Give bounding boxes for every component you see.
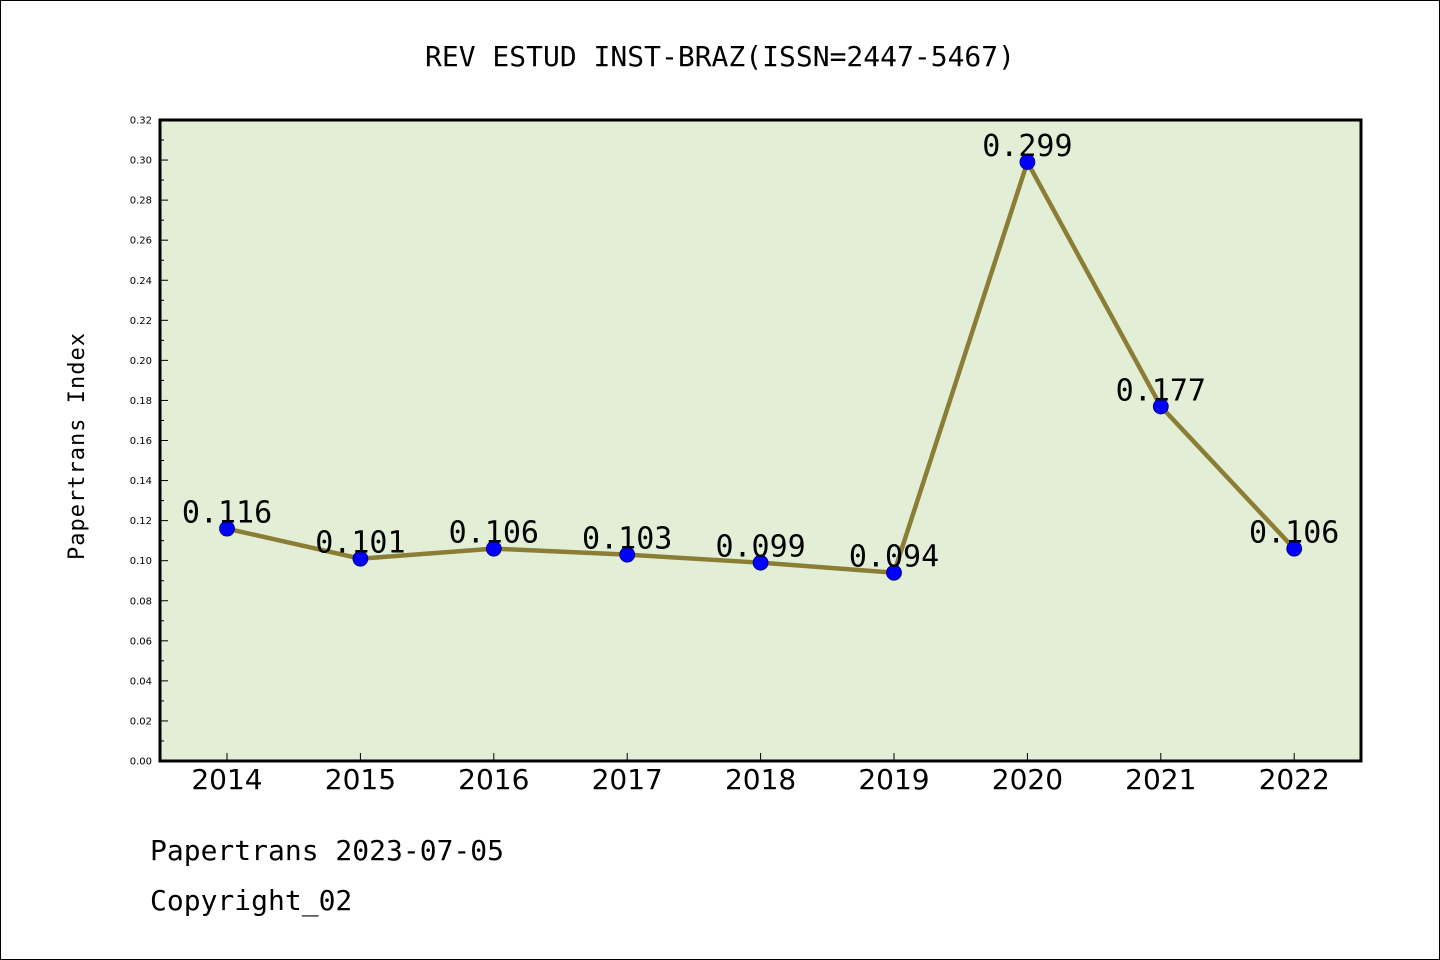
data-label: 0.177: [1116, 373, 1206, 408]
data-point: [1019, 154, 1036, 170]
data-label: 0.099: [715, 530, 805, 565]
data-label: 0.101: [315, 526, 405, 561]
y-tick-label: 0.32: [130, 116, 152, 127]
data-point: [886, 564, 902, 581]
y-tick-label: 0.24: [130, 276, 152, 287]
data-label: 0.094: [849, 540, 939, 575]
x-tick-label: 2017: [592, 763, 663, 796]
footer-copyright: Copyright_02: [150, 884, 353, 917]
data-point: [1152, 398, 1169, 415]
x-axis-ticks: 2014 2015 2016 2017 2018 2019 2020 2021 2022: [191, 753, 1330, 796]
y-tick-label: 0.12: [130, 516, 152, 527]
data-label: 0.106: [1249, 516, 1339, 551]
data-label: 0.106: [449, 516, 539, 551]
data-label: 0.299: [982, 129, 1072, 164]
x-tick-label: 2015: [325, 763, 396, 796]
y-tick-label: 0.02: [130, 716, 152, 727]
y-tick-label: 0.28: [130, 196, 152, 207]
plot-area: [160, 120, 1361, 761]
y-tick-label: 0.04: [130, 676, 152, 687]
x-tick-label: 2020: [992, 763, 1063, 796]
y-tick-label: 0.16: [130, 436, 152, 447]
x-tick-label: 2021: [1125, 763, 1196, 796]
y-tick-label: 0.00: [130, 757, 152, 768]
data-point: [352, 550, 369, 567]
data-point: [619, 546, 636, 563]
y-tick-label: 0.30: [130, 156, 152, 167]
x-tick-label: 2014: [191, 763, 262, 796]
y-tick-label: 0.22: [130, 316, 152, 327]
y-axis-label: Papertrans Index: [65, 332, 90, 560]
footer-date: Papertrans 2023-07-05: [150, 834, 505, 867]
y-tick-label: 0.08: [130, 596, 152, 607]
y-axis-ticks: 0.00 0.02 0.04 0.06 0.08 0.10 0.12 0.14 0.16 0.18…: [130, 116, 168, 768]
data-point: [485, 540, 502, 557]
y-tick-label: 0.18: [130, 396, 152, 407]
x-tick-label: 2019: [858, 763, 929, 796]
chart-title: REV ESTUD INST-BRAZ(ISSN=2447-5467): [425, 40, 1015, 73]
data-label: 0.103: [582, 522, 672, 557]
data-point: [219, 520, 235, 537]
y-tick-label: 0.26: [130, 236, 152, 247]
data-label: 0.116: [182, 496, 272, 531]
y-tick-label: 0.14: [130, 476, 152, 487]
x-tick-label: 2018: [725, 763, 796, 796]
x-tick-label: 2022: [1259, 763, 1330, 796]
y-tick-label: 0.10: [130, 556, 152, 567]
y-tick-label: 0.20: [130, 356, 152, 367]
data-point: [752, 554, 769, 571]
series-group: 0.116 0.101 0.106 0.103 0.099 0.094 0.299 0.177…: [182, 129, 1339, 581]
data-point: [1286, 540, 1303, 557]
y-tick-label: 0.06: [130, 636, 152, 647]
x-tick-label: 2016: [458, 763, 529, 796]
plot-border: [158, 118, 1363, 763]
